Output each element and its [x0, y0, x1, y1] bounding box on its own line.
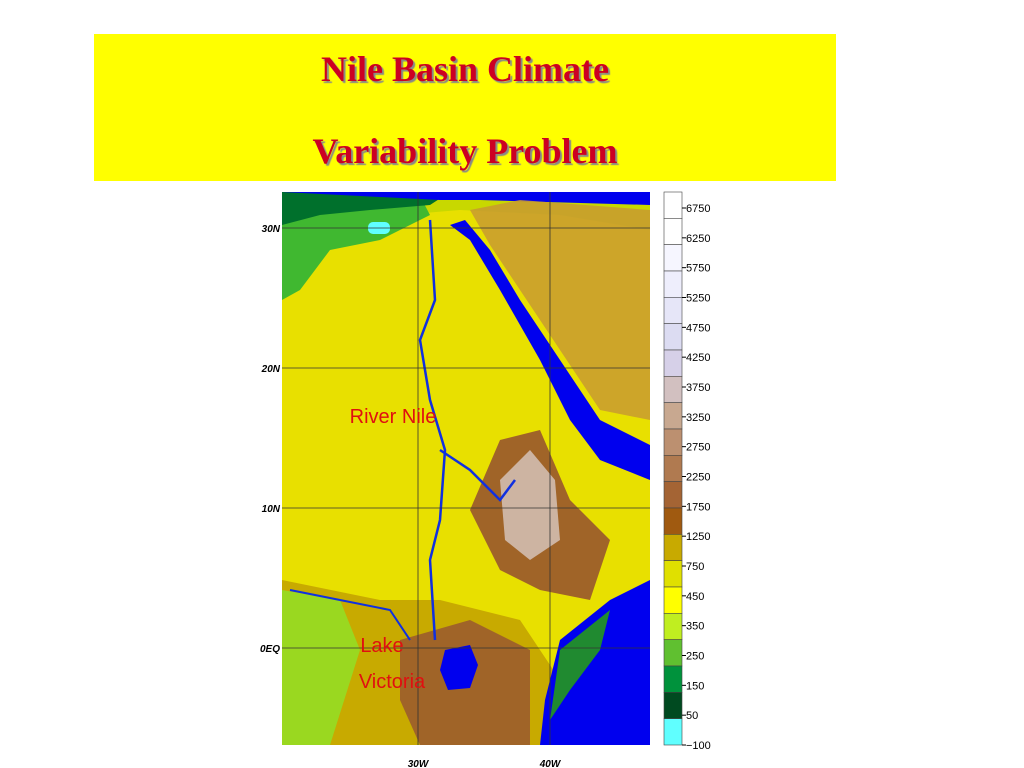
- colorbar-swatch: [663, 297, 683, 324]
- colorbar-label: 3250: [686, 412, 710, 424]
- colorbar-label: 2250: [686, 472, 710, 484]
- colorbar-label: 5250: [686, 293, 710, 305]
- colorbar-label: 3750: [686, 382, 710, 394]
- colorbar-label: 2750: [686, 442, 710, 454]
- colorbar-label: 150: [686, 680, 704, 692]
- colorbar-label: 450: [686, 591, 704, 603]
- colorbar-label: 750: [686, 561, 704, 573]
- lon-label: 30W: [408, 759, 430, 768]
- annotation: Lake: [360, 635, 403, 657]
- colorbar-swatch: [663, 613, 683, 640]
- colorbar: 6750 6250 5750 5250 4750 4250 3750 3250 2750 2250…: [663, 191, 711, 752]
- colorbar-label: 6750: [686, 203, 710, 215]
- colorbar-swatch: [663, 534, 683, 561]
- colorbar-swatch: [663, 349, 683, 377]
- colorbar-swatch: [663, 376, 683, 403]
- title-line: Variability Problem: [312, 131, 618, 171]
- colorbar-swatch: [663, 507, 683, 535]
- map: [282, 192, 650, 745]
- colorbar-swatch: [663, 218, 683, 245]
- colorbar-swatch: [663, 481, 683, 509]
- colorbar-label: 1250: [686, 531, 710, 543]
- colorbar-label: 6250: [686, 233, 710, 245]
- title-line: Nile Basin Climate: [321, 49, 609, 89]
- colorbar-swatch: [663, 402, 683, 430]
- colorbar-label: −100: [686, 740, 711, 752]
- colorbar-swatch: [663, 428, 683, 456]
- lon-labels: 30W 40W: [408, 759, 562, 768]
- colorbar-swatch: [663, 323, 683, 351]
- lon-label: 40W: [539, 759, 562, 768]
- colorbar-swatch: [663, 639, 683, 667]
- colorbar-label: 350: [686, 621, 704, 633]
- annotation: River Nile: [350, 406, 437, 428]
- colorbar-swatch: [663, 718, 683, 746]
- colorbar-swatch: [663, 191, 683, 219]
- lat-label: 0EQ: [260, 644, 280, 655]
- colorbar-label: 250: [686, 651, 704, 663]
- colorbar-label: 1750: [686, 501, 710, 513]
- colorbar-label: 4750: [686, 322, 710, 334]
- colorbar-swatch: [663, 560, 683, 588]
- colorbar-swatch: [663, 692, 683, 719]
- lat-label: 30N: [262, 224, 281, 235]
- colorbar-swatch: [663, 455, 683, 482]
- colorbar-swatch: [663, 665, 683, 693]
- colorbar-label: 50: [686, 710, 698, 722]
- colorbar-swatch: [663, 244, 683, 272]
- colorbar-label: 4250: [686, 352, 710, 364]
- colorbar-swatch: [663, 586, 683, 614]
- colorbar-label: 5750: [686, 263, 710, 275]
- lat-label: 20N: [261, 364, 281, 375]
- title-box: Nile Basin Climate Variability Problem: [94, 34, 836, 181]
- lat-label: 10N: [262, 504, 281, 515]
- lat-labels: 30N 20N 10N 0EQ: [260, 224, 281, 655]
- annotation: Victoria: [359, 671, 426, 693]
- colorbar-swatch: [663, 270, 683, 298]
